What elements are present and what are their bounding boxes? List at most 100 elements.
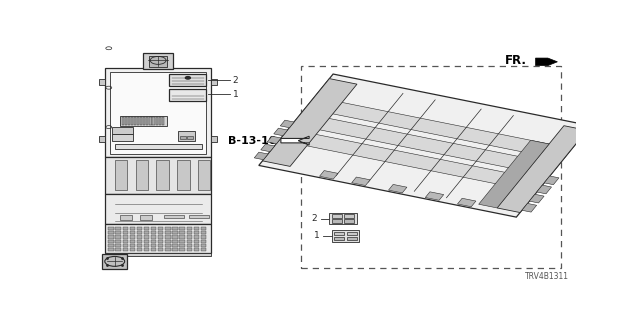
Bar xyxy=(335,236,344,240)
Text: 1: 1 xyxy=(233,90,239,99)
Bar xyxy=(201,231,206,235)
Bar xyxy=(344,219,355,223)
Bar xyxy=(194,248,199,251)
Bar xyxy=(137,236,142,239)
Bar xyxy=(130,244,135,247)
Bar xyxy=(136,160,148,190)
Polygon shape xyxy=(319,171,338,179)
Bar xyxy=(122,248,128,251)
Bar xyxy=(172,248,178,251)
Bar xyxy=(115,244,121,247)
Bar xyxy=(130,227,135,230)
Bar xyxy=(165,231,171,235)
Bar xyxy=(165,227,171,230)
Bar xyxy=(99,79,105,85)
Bar xyxy=(172,240,178,243)
Polygon shape xyxy=(529,194,544,203)
Bar xyxy=(122,236,128,239)
Bar xyxy=(144,248,149,251)
Polygon shape xyxy=(497,126,587,212)
Polygon shape xyxy=(260,144,275,152)
Text: 1: 1 xyxy=(314,231,319,240)
Bar xyxy=(194,231,199,235)
Bar xyxy=(172,227,178,230)
Bar xyxy=(115,248,121,251)
Bar xyxy=(108,231,114,235)
Bar xyxy=(144,240,149,243)
Bar xyxy=(194,227,199,230)
Bar xyxy=(194,240,199,243)
Bar xyxy=(179,240,185,243)
Bar xyxy=(105,253,211,256)
Bar xyxy=(169,89,207,101)
Bar xyxy=(108,236,114,239)
Bar xyxy=(144,244,149,247)
Bar xyxy=(158,248,163,251)
Bar xyxy=(156,117,157,124)
Text: B-13-10: B-13-10 xyxy=(228,136,276,146)
Bar xyxy=(144,227,149,230)
Bar xyxy=(179,227,185,230)
Bar xyxy=(151,227,156,230)
Polygon shape xyxy=(280,120,294,128)
Polygon shape xyxy=(479,140,549,208)
Bar xyxy=(162,117,164,124)
Bar xyxy=(165,240,171,243)
Bar xyxy=(172,244,178,247)
Bar xyxy=(115,240,121,243)
Bar xyxy=(347,236,356,240)
Bar xyxy=(152,117,155,124)
Bar xyxy=(131,117,133,124)
Bar xyxy=(151,240,156,243)
Bar xyxy=(137,244,142,247)
Bar xyxy=(108,244,114,247)
Polygon shape xyxy=(301,115,550,174)
Bar xyxy=(332,214,342,218)
Polygon shape xyxy=(425,192,444,200)
Bar xyxy=(108,248,114,251)
Bar xyxy=(115,144,202,149)
Bar xyxy=(180,136,186,139)
Bar xyxy=(211,79,218,85)
Bar xyxy=(189,215,209,218)
Polygon shape xyxy=(458,198,476,207)
Bar xyxy=(105,157,211,194)
Bar xyxy=(115,160,127,190)
Bar xyxy=(347,232,356,235)
Bar xyxy=(201,236,206,239)
Bar xyxy=(137,231,142,235)
Bar xyxy=(137,240,142,243)
Bar xyxy=(140,215,152,220)
Bar xyxy=(130,231,135,235)
Bar xyxy=(149,56,167,67)
Bar xyxy=(147,117,148,124)
Bar xyxy=(108,227,114,230)
Bar xyxy=(130,236,135,239)
Bar xyxy=(151,236,156,239)
Bar xyxy=(144,231,149,235)
Bar xyxy=(301,66,561,268)
Bar xyxy=(332,219,342,223)
Polygon shape xyxy=(352,177,370,186)
Bar xyxy=(130,240,135,243)
Text: 2: 2 xyxy=(233,76,238,84)
Bar xyxy=(201,240,206,243)
Bar xyxy=(178,131,195,141)
Bar xyxy=(194,244,199,247)
Bar xyxy=(158,227,163,230)
Bar xyxy=(149,117,152,124)
Bar xyxy=(130,248,135,251)
Bar xyxy=(120,116,167,126)
Bar xyxy=(137,248,142,251)
Bar xyxy=(105,194,211,224)
Bar xyxy=(344,214,355,218)
Bar xyxy=(151,244,156,247)
Bar xyxy=(201,248,206,251)
Polygon shape xyxy=(259,74,591,217)
Bar xyxy=(143,53,173,69)
Bar xyxy=(158,240,163,243)
Bar xyxy=(108,240,114,243)
Bar xyxy=(134,117,136,124)
Polygon shape xyxy=(281,136,309,145)
Bar xyxy=(158,231,163,235)
